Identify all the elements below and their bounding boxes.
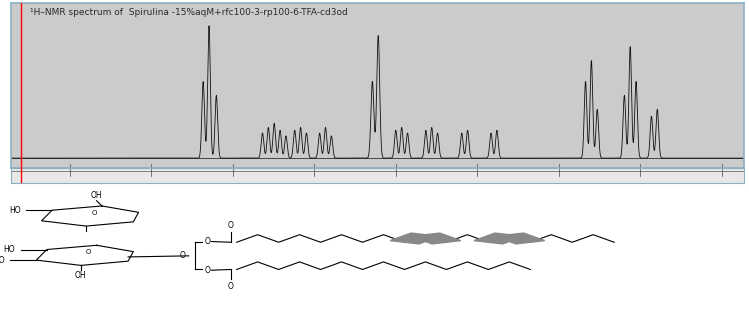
Text: O: O: [91, 210, 97, 216]
Text: O: O: [86, 249, 91, 255]
Text: O: O: [204, 237, 210, 246]
Text: OH: OH: [91, 191, 103, 200]
Polygon shape: [390, 233, 440, 244]
Text: HO: HO: [0, 256, 4, 264]
Text: O: O: [228, 282, 234, 291]
Text: O: O: [228, 221, 234, 230]
Text: HO: HO: [9, 206, 21, 215]
Polygon shape: [495, 233, 545, 244]
Text: OH: OH: [75, 271, 87, 280]
Text: HO: HO: [4, 245, 15, 254]
Text: O: O: [204, 266, 210, 275]
Polygon shape: [411, 233, 461, 244]
Text: ¹H–NMR spectrum of  Spirulina -15%aqM+rfc100-3-rp100-6-TFA-cd3od: ¹H–NMR spectrum of Spirulina -15%aqM+rfc…: [29, 8, 348, 17]
Polygon shape: [474, 233, 524, 244]
Text: O: O: [180, 251, 186, 260]
